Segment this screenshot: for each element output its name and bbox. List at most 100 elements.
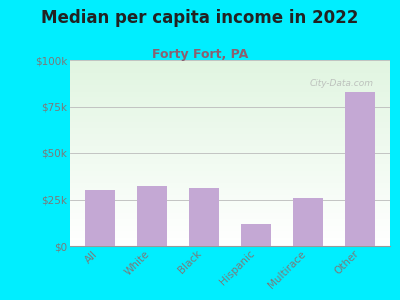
Bar (70, 146, 390, 147)
Bar (70, 219, 390, 220)
Bar (70, 235, 390, 236)
Bar (70, 173, 390, 174)
Bar (70, 75, 390, 76)
Bar (70, 120, 390, 122)
Bar (70, 100, 390, 101)
Bar (70, 132, 390, 133)
Bar (70, 206, 390, 207)
Bar (70, 160, 390, 161)
Bar (70, 155, 390, 156)
Bar (70, 74, 390, 75)
Bar (70, 172, 390, 173)
Bar (70, 205, 390, 206)
Bar (70, 106, 390, 107)
Bar (70, 126, 390, 127)
Bar (70, 128, 390, 129)
Bar (70, 144, 390, 145)
Bar (70, 167, 390, 168)
Bar (70, 111, 390, 112)
Bar (70, 171, 390, 172)
Bar (70, 156, 390, 157)
Bar (70, 161, 390, 162)
Bar (70, 67, 390, 68)
Bar (70, 143, 390, 144)
Bar (70, 179, 390, 180)
Bar (70, 110, 390, 111)
Bar (70, 225, 390, 226)
Bar (70, 220, 390, 221)
Bar (70, 148, 390, 149)
Bar (70, 159, 390, 160)
Bar (70, 162, 390, 163)
Bar (70, 183, 390, 184)
Bar (70, 76, 390, 77)
Bar (70, 86, 390, 87)
Bar (70, 208, 390, 209)
Bar (70, 224, 390, 225)
Bar (70, 64, 390, 66)
Bar (70, 236, 390, 237)
Bar (70, 70, 390, 71)
Bar (70, 73, 390, 74)
Bar (70, 212, 390, 214)
Bar (70, 82, 390, 83)
Bar (70, 177, 390, 178)
Bar (70, 115, 390, 116)
Bar (70, 135, 390, 136)
Bar (70, 203, 390, 204)
Bar (70, 101, 390, 102)
Bar (70, 152, 390, 153)
Bar (70, 107, 390, 108)
Bar (70, 222, 390, 223)
Bar (70, 119, 390, 120)
Bar (70, 234, 390, 235)
Bar (70, 202, 390, 203)
Bar (70, 68, 390, 69)
Bar (70, 87, 390, 88)
Bar (70, 139, 390, 140)
Bar (70, 61, 390, 62)
Bar (70, 239, 390, 240)
Bar (70, 118, 390, 119)
Bar (70, 195, 390, 196)
Bar (70, 210, 390, 211)
Bar (70, 245, 390, 246)
Bar (84, 190, 115, 246)
Bar (70, 201, 390, 202)
Bar (70, 90, 390, 91)
Bar (70, 78, 390, 79)
Bar (70, 241, 390, 242)
Bar (70, 133, 390, 134)
Bar (70, 170, 390, 171)
Bar (70, 137, 390, 138)
Bar (70, 237, 390, 238)
Bar (70, 231, 390, 232)
Bar (70, 153, 390, 154)
Bar (70, 92, 390, 94)
Bar (70, 69, 390, 70)
Bar (70, 230, 390, 231)
Bar (70, 112, 390, 113)
Bar (70, 238, 390, 239)
Bar (70, 83, 390, 84)
Bar (137, 187, 167, 246)
Bar (70, 72, 390, 73)
Bar (70, 98, 390, 99)
Bar (70, 131, 390, 132)
Bar (70, 176, 390, 177)
Bar (189, 188, 219, 246)
Bar (70, 192, 390, 193)
Bar (70, 88, 390, 89)
Bar (70, 221, 390, 222)
Bar (70, 77, 390, 78)
Bar (70, 187, 390, 188)
Bar (70, 163, 390, 164)
Bar (70, 185, 390, 187)
Bar (70, 95, 390, 96)
Bar (70, 145, 390, 146)
Bar (70, 129, 390, 130)
Bar (70, 117, 390, 118)
Bar (70, 181, 390, 182)
Bar (70, 150, 390, 151)
Bar (70, 160, 390, 161)
